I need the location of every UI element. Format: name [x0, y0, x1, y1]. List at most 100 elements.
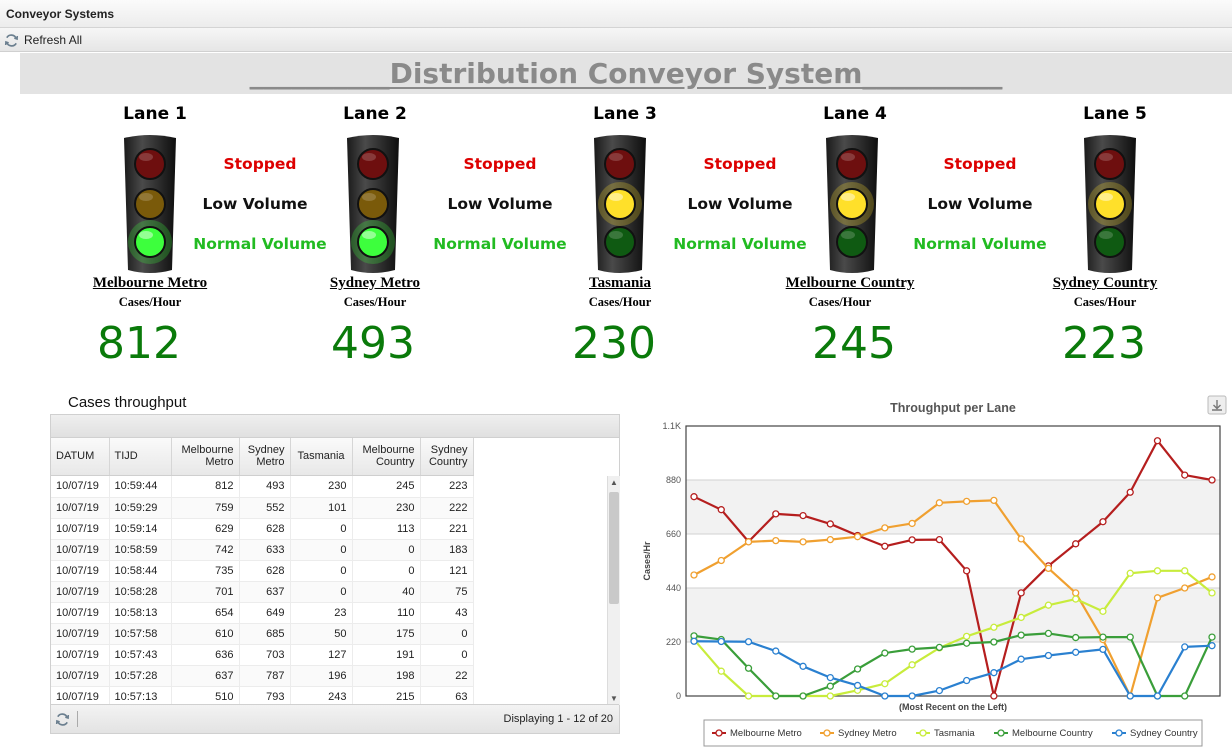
data-point[interactable]	[1099, 645, 1107, 654]
data-point[interactable]	[1044, 564, 1053, 573]
data-point[interactable]	[826, 673, 834, 682]
data-point[interactable]	[908, 645, 916, 653]
legend-item[interactable]: Sydney Country	[1112, 728, 1198, 739]
data-point[interactable]	[881, 680, 889, 688]
data-point[interactable]	[799, 538, 807, 546]
data-point[interactable]	[935, 535, 944, 544]
data-point[interactable]	[908, 692, 916, 700]
download-icon[interactable]	[1207, 395, 1227, 415]
refresh-all-button[interactable]: Refresh All	[4, 28, 82, 52]
data-point[interactable]	[935, 643, 944, 652]
scroll-down-icon[interactable]: ▼	[610, 694, 618, 703]
data-point[interactable]	[1126, 692, 1134, 700]
table-row[interactable]: 10/07/19 10:59:29 759 552 101 230 222	[51, 497, 474, 519]
data-point[interactable]	[744, 638, 753, 646]
column-header[interactable]: TIJD	[109, 438, 172, 476]
data-point[interactable]	[1208, 589, 1216, 597]
data-point[interactable]	[935, 686, 944, 695]
data-point[interactable]	[1153, 594, 1162, 602]
data-point[interactable]	[1208, 573, 1216, 581]
column-header[interactable]: Sydney Country	[420, 438, 474, 476]
data-point[interactable]	[1153, 692, 1162, 700]
data-point[interactable]	[799, 511, 807, 520]
data-point[interactable]	[1126, 488, 1134, 496]
data-point[interactable]	[1099, 633, 1107, 641]
column-header[interactable]: Sydney Metro	[239, 438, 291, 476]
data-point[interactable]	[690, 571, 698, 579]
data-point[interactable]	[962, 639, 971, 647]
data-point[interactable]	[1017, 589, 1025, 597]
data-point[interactable]	[962, 676, 971, 685]
data-point[interactable]	[1044, 629, 1053, 638]
data-point[interactable]	[772, 536, 780, 545]
data-point[interactable]	[962, 632, 971, 641]
data-point[interactable]	[799, 692, 807, 700]
data-point[interactable]	[1181, 643, 1189, 651]
data-point[interactable]	[744, 664, 753, 672]
data-point[interactable]	[935, 499, 944, 507]
data-point[interactable]	[1044, 651, 1053, 660]
data-point[interactable]	[1153, 437, 1162, 445]
data-point[interactable]	[1017, 613, 1025, 622]
data-point[interactable]	[826, 692, 834, 700]
data-point[interactable]	[990, 623, 998, 631]
data-point[interactable]	[1017, 655, 1025, 663]
data-point[interactable]	[1126, 569, 1134, 577]
grid-scrollbar[interactable]: ▲ ▼	[607, 476, 620, 705]
data-point[interactable]	[1072, 540, 1080, 548]
legend-item[interactable]: Tasmania	[916, 728, 975, 739]
table-row[interactable]: 10/07/19 10:57:43 636 703 127 191 0	[51, 644, 474, 666]
data-point[interactable]	[881, 692, 889, 700]
data-point[interactable]	[1017, 631, 1025, 639]
data-point[interactable]	[1181, 567, 1189, 575]
data-point[interactable]	[990, 669, 998, 677]
table-row[interactable]: 10/07/19 10:58:28 701 637 0 40 75	[51, 581, 474, 603]
data-point[interactable]	[1208, 642, 1216, 650]
data-point[interactable]	[990, 692, 998, 700]
data-point[interactable]	[1181, 584, 1189, 592]
data-point[interactable]	[826, 535, 834, 544]
data-point[interactable]	[853, 681, 862, 690]
data-point[interactable]	[908, 661, 916, 669]
data-point[interactable]	[826, 682, 834, 690]
data-point[interactable]	[990, 638, 998, 646]
data-point[interactable]	[853, 665, 862, 673]
data-point[interactable]	[1044, 601, 1053, 609]
legend-item[interactable]: Sydney Metro	[820, 728, 897, 739]
data-point[interactable]	[717, 506, 725, 514]
table-row[interactable]: 10/07/19 10:57:28 637 787 196 198 22	[51, 665, 474, 687]
data-point[interactable]	[853, 533, 862, 541]
data-point[interactable]	[1181, 471, 1189, 479]
data-point[interactable]	[881, 524, 889, 532]
column-header[interactable]: Melbourne Metro	[171, 438, 240, 476]
data-point[interactable]	[772, 510, 780, 518]
scroll-thumb[interactable]	[609, 492, 619, 604]
data-point[interactable]	[744, 538, 753, 546]
data-point[interactable]	[1126, 633, 1134, 641]
data-point[interactable]	[717, 637, 725, 646]
data-point[interactable]	[1208, 633, 1216, 641]
grid-refresh-icon[interactable]	[55, 712, 70, 727]
column-header[interactable]: Tasmania	[290, 438, 353, 476]
legend-item[interactable]: Melbourne Country	[994, 728, 1093, 739]
table-row[interactable]: 10/07/19 10:57:13 510 793 243 215 63	[51, 686, 474, 705]
data-point[interactable]	[962, 497, 971, 506]
scroll-up-icon[interactable]: ▲	[610, 478, 618, 487]
table-row[interactable]: 10/07/19 10:58:13 654 649 23 110 43	[51, 602, 474, 624]
data-point[interactable]	[1072, 589, 1080, 597]
data-point[interactable]	[1099, 518, 1107, 526]
data-point[interactable]	[1072, 595, 1080, 603]
legend-item[interactable]: Melbourne Metro	[712, 728, 802, 739]
table-row[interactable]: 10/07/19 10:59:14 629 628 0 113 221	[51, 518, 474, 540]
data-point[interactable]	[1072, 648, 1080, 656]
data-point[interactable]	[962, 567, 971, 575]
data-point[interactable]	[744, 692, 753, 700]
table-row[interactable]: 10/07/19 10:58:59 742 633 0 0 183	[51, 539, 474, 561]
data-point[interactable]	[908, 536, 916, 544]
table-row[interactable]: 10/07/19 10:58:44 735 628 0 0 121	[51, 560, 474, 582]
data-point[interactable]	[908, 519, 916, 528]
column-header[interactable]: Melbourne Country	[352, 438, 421, 476]
data-point[interactable]	[881, 649, 889, 657]
data-point[interactable]	[1017, 535, 1025, 543]
data-point[interactable]	[690, 637, 698, 645]
